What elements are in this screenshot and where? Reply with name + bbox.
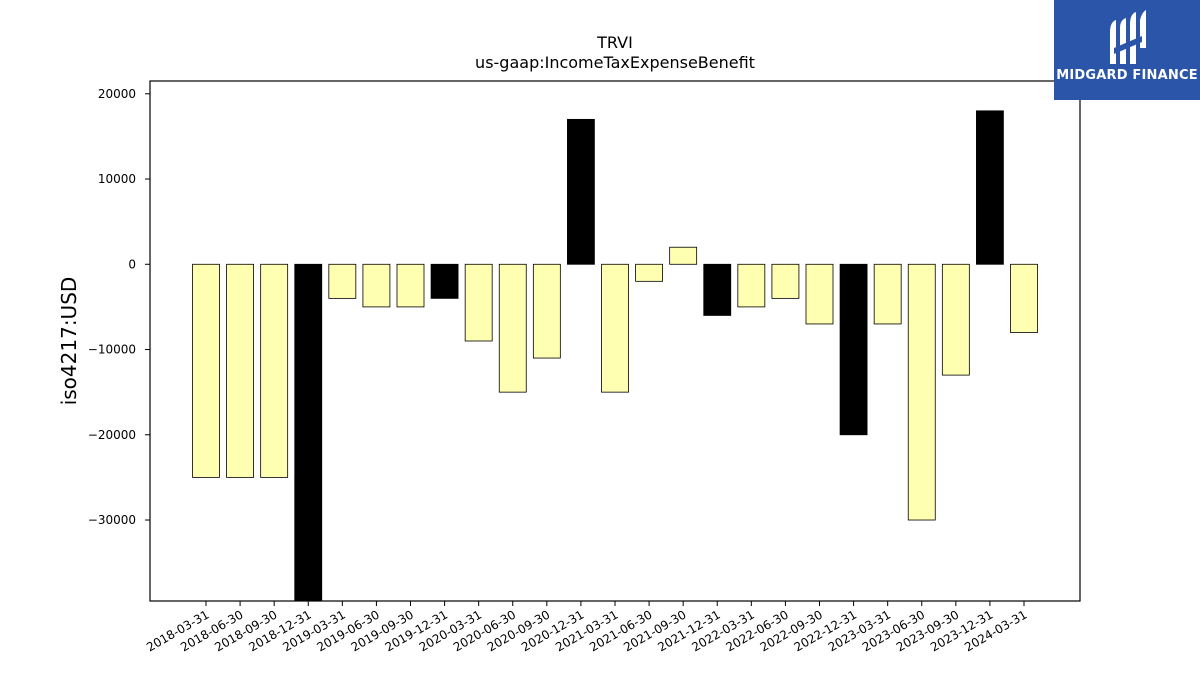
bar-2018-12-31	[294, 263, 323, 602]
x-axis: 2018-03-312018-06-302018-09-302018-12-31…	[144, 601, 1030, 654]
bars-group	[192, 110, 1038, 602]
chart-title: TRVI	[596, 33, 633, 52]
y-tick-label: −10000	[88, 343, 136, 357]
y-tick-label: 10000	[98, 172, 136, 186]
bar-2023-12-31	[976, 110, 1004, 265]
bar-2019-12-31	[430, 263, 459, 299]
bar-2018-09-30	[260, 263, 289, 478]
bar-2020-03-31	[464, 263, 493, 342]
bar-2023-03-31	[873, 263, 902, 325]
bar-2020-12-31	[567, 118, 595, 265]
bar-2022-03-31	[737, 263, 766, 308]
bar-2019-06-30	[362, 263, 391, 308]
logo-mark-icon	[1110, 10, 1146, 64]
y-axis: 20000 10000 0 −10000 −20000 −30000	[88, 87, 150, 527]
y-axis-label: iso4217:USD	[57, 277, 81, 406]
midgard-finance-logo: MIDGARD FINANCE	[1054, 0, 1200, 100]
bar-2021-09-30	[669, 246, 698, 265]
plot-frame	[149, 80, 1081, 602]
bar-2022-09-30	[805, 263, 834, 325]
bar-2020-09-30	[532, 263, 561, 359]
bar-2022-06-30	[771, 263, 800, 299]
y-tick-label: 0	[128, 257, 136, 271]
chart-subtitle: us-gaap:IncomeTaxExpenseBenefit	[475, 53, 755, 72]
bar-2018-03-31	[192, 263, 220, 478]
bar-2020-06-30	[498, 263, 527, 393]
bar-2021-03-31	[601, 263, 629, 393]
y-tick-label: 20000	[98, 87, 136, 101]
bar-2021-06-30	[635, 263, 663, 282]
bar-2018-06-30	[226, 263, 254, 478]
bar-2023-09-30	[941, 263, 970, 376]
y-tick-label: −20000	[88, 428, 136, 442]
y-tick-label: −30000	[88, 513, 136, 527]
bar-2023-06-30	[907, 263, 936, 521]
bar-2019-09-30	[396, 263, 425, 308]
bar-2024-03-31	[1010, 263, 1038, 333]
bar-2019-03-31	[328, 263, 357, 299]
bar-2022-12-31	[839, 263, 868, 436]
logo-text: MIDGARD FINANCE	[1056, 68, 1198, 83]
bar-2021-12-31	[703, 263, 732, 316]
